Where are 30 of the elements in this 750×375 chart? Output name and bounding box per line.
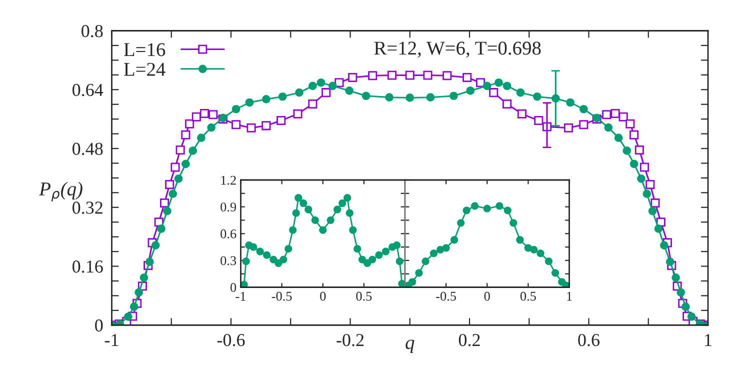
x-tick-label: 0.5 bbox=[520, 292, 536, 301]
y-tick-label: 0.9 bbox=[220, 202, 236, 212]
legend-label: L=24 bbox=[124, 62, 166, 76]
y-tick-label: 0 bbox=[230, 283, 236, 292]
x-tick-label: 1 bbox=[705, 334, 712, 346]
x-axis-title: q bbox=[406, 340, 414, 354]
annotation: R=12, W=6, T=0.698 bbox=[374, 42, 541, 58]
x-tick-label: -0.6 bbox=[217, 334, 245, 346]
legend-label: L=16 bbox=[124, 43, 166, 56]
y-tick-label: 0.8 bbox=[82, 25, 103, 38]
x-tick-label: 1 bbox=[567, 292, 572, 301]
x-tick-label: 0 bbox=[320, 292, 326, 301]
x-tick-label: -0.2 bbox=[336, 334, 364, 346]
x-tick-label: -0.5 bbox=[272, 292, 292, 301]
y-tick-label: 0.32 bbox=[72, 202, 102, 214]
y-tick-label: 0.6 bbox=[220, 229, 236, 238]
x-tick-label: 0 bbox=[484, 292, 490, 301]
y-tick-label: 0.3 bbox=[220, 256, 236, 266]
y-tick-label: 0.64 bbox=[72, 84, 104, 96]
x-tick-label: -1 bbox=[236, 292, 246, 301]
y-tick-label: 1.2 bbox=[221, 176, 236, 185]
x-tick-label: 0.2 bbox=[458, 334, 480, 346]
x-tick-label: 0.5 bbox=[356, 292, 372, 301]
y-tick-label: 0 bbox=[95, 319, 103, 332]
x-tick-label: -1 bbox=[104, 334, 118, 346]
y-axis-title: P$_{ρ}$(q) bbox=[38, 182, 82, 202]
x-tick-label: 0.6 bbox=[578, 334, 600, 346]
y-tick-label: 0.48 bbox=[72, 142, 103, 156]
y-tick-label: 0.16 bbox=[72, 260, 103, 273]
x-tick-label: -0.5 bbox=[436, 292, 456, 301]
